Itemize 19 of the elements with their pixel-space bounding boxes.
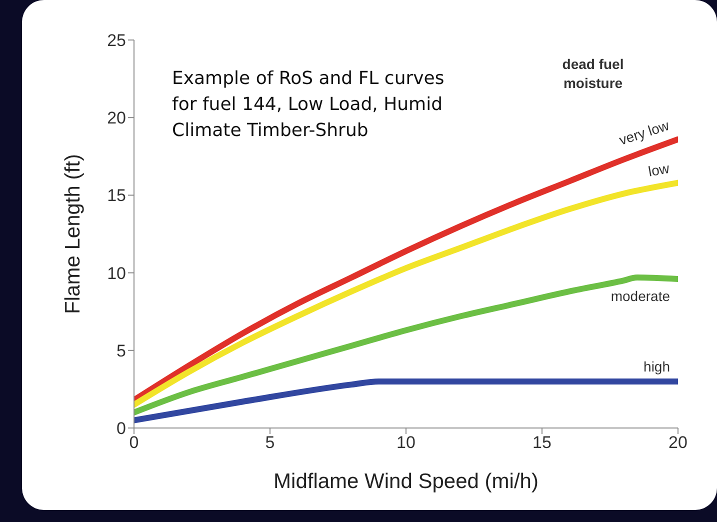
- x-tick-label: 5: [265, 433, 275, 452]
- y-tick-label: 25: [107, 31, 126, 50]
- annotation: Example of RoS and FL curves for fuel 144, Low Load, Humid Climate Timber-Shrub: [172, 67, 446, 143]
- text: low: [647, 160, 672, 180]
- y-tick-label: 20: [107, 108, 126, 128]
- y-tick-label: 10: [107, 264, 126, 283]
- y-tick-label: 0: [116, 419, 126, 438]
- x-tick-label: 15: [532, 433, 552, 452]
- legend-title: dead fuel moisture: [561, 55, 625, 93]
- y-tick-label: 5: [116, 341, 126, 360]
- x-tick-label: 10: [396, 433, 416, 452]
- x-tick-label: 0: [129, 433, 139, 452]
- series-label: moderate: [610, 288, 670, 304]
- series-label: high: [644, 358, 670, 374]
- x-axis-title: Midflame Wind Speed (mi/h): [274, 470, 538, 493]
- x-tick-label: 20: [668, 433, 688, 452]
- y-axis-title: Flame Length (ft): [61, 154, 84, 314]
- text: very low: [617, 116, 672, 148]
- y-tick-label: 15: [107, 186, 126, 206]
